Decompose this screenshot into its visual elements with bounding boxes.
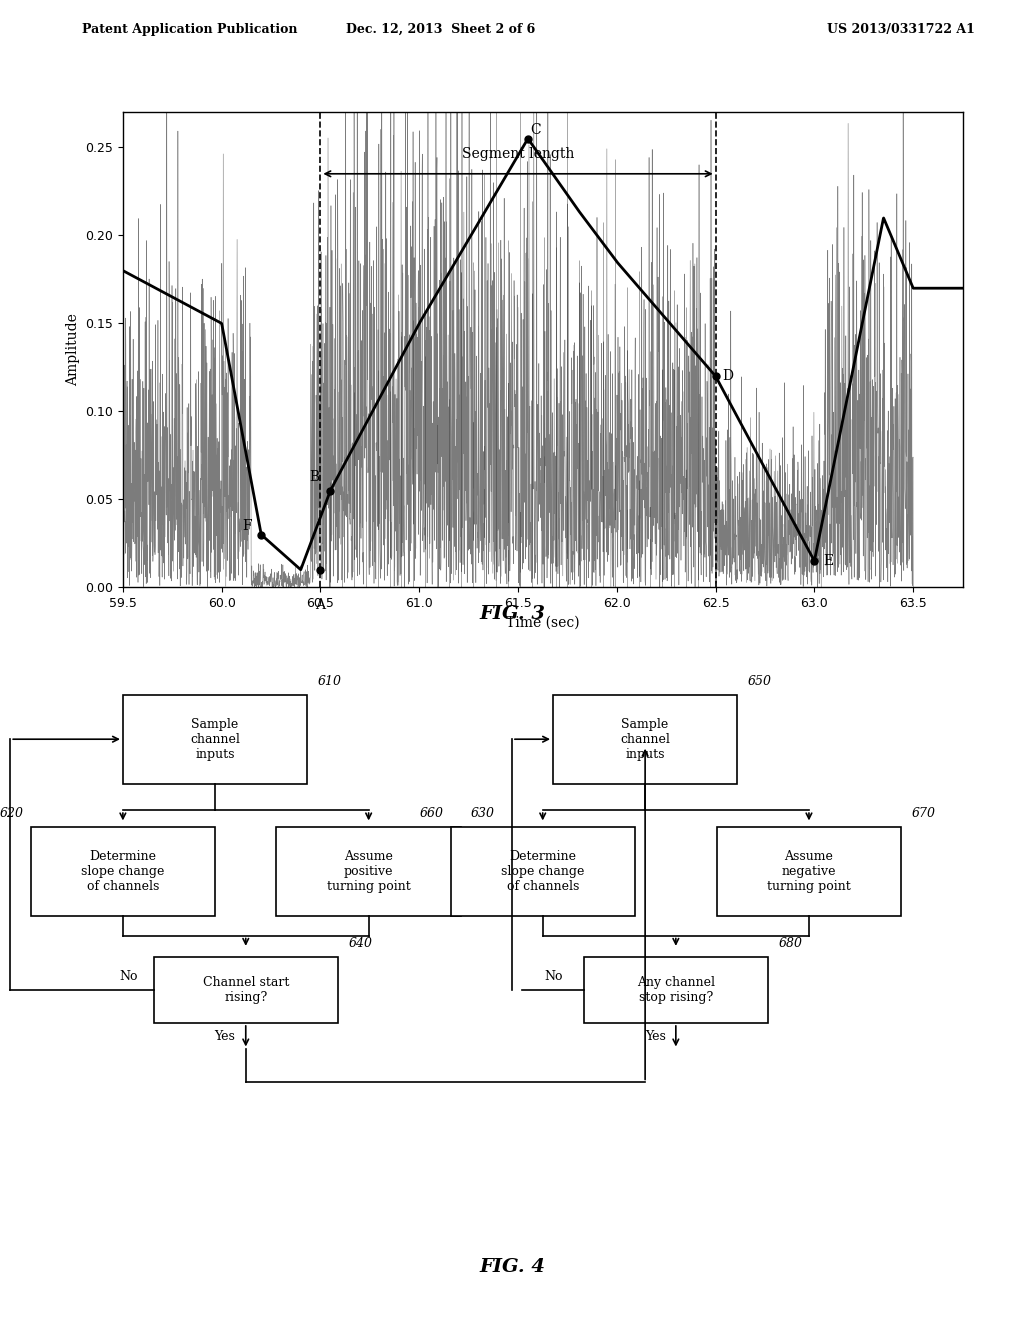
Text: F: F — [243, 519, 252, 533]
Text: 670: 670 — [911, 807, 935, 820]
FancyBboxPatch shape — [717, 826, 901, 916]
Text: 640: 640 — [348, 937, 372, 950]
Text: FIG. 4: FIG. 4 — [479, 1258, 545, 1276]
Text: Segment length: Segment length — [462, 148, 574, 161]
Text: C: C — [530, 123, 541, 137]
Text: US 2013/0331722 A1: US 2013/0331722 A1 — [827, 24, 975, 36]
Text: Yes: Yes — [645, 1030, 666, 1043]
Text: 660: 660 — [420, 807, 443, 820]
Text: E: E — [823, 554, 834, 568]
Text: Patent Application Publication: Patent Application Publication — [82, 24, 297, 36]
Text: D: D — [722, 370, 733, 383]
Text: Dec. 12, 2013  Sheet 2 of 6: Dec. 12, 2013 Sheet 2 of 6 — [346, 24, 535, 36]
Text: Channel start
rising?: Channel start rising? — [203, 975, 289, 1005]
Text: Any channel
stop rising?: Any channel stop rising? — [637, 975, 715, 1005]
Text: Sample
channel
inputs: Sample channel inputs — [621, 718, 670, 760]
Text: Assume
positive
turning point: Assume positive turning point — [327, 850, 411, 892]
Text: FIG. 3: FIG. 3 — [479, 605, 545, 623]
Text: Determine
slope change
of channels: Determine slope change of channels — [501, 850, 585, 892]
FancyBboxPatch shape — [451, 826, 635, 916]
Text: 650: 650 — [748, 675, 771, 688]
Text: No: No — [545, 970, 563, 983]
FancyBboxPatch shape — [584, 957, 768, 1023]
Text: Sample
channel
inputs: Sample channel inputs — [190, 718, 240, 760]
FancyBboxPatch shape — [123, 694, 307, 784]
FancyBboxPatch shape — [31, 826, 215, 916]
Text: 680: 680 — [778, 937, 802, 950]
Text: Yes: Yes — [215, 1030, 236, 1043]
FancyBboxPatch shape — [154, 957, 338, 1023]
FancyBboxPatch shape — [276, 826, 461, 916]
FancyBboxPatch shape — [553, 694, 737, 784]
X-axis label: Time (sec): Time (sec) — [506, 615, 580, 630]
Text: 620: 620 — [0, 807, 24, 820]
Y-axis label: Amplitude: Amplitude — [66, 313, 80, 387]
Text: 630: 630 — [471, 807, 495, 820]
Text: Determine
slope change
of channels: Determine slope change of channels — [81, 850, 165, 892]
Text: 610: 610 — [317, 675, 341, 688]
Text: A: A — [315, 598, 326, 612]
Text: Assume
negative
turning point: Assume negative turning point — [767, 850, 851, 892]
Text: B: B — [309, 470, 319, 483]
Text: No: No — [120, 970, 138, 983]
